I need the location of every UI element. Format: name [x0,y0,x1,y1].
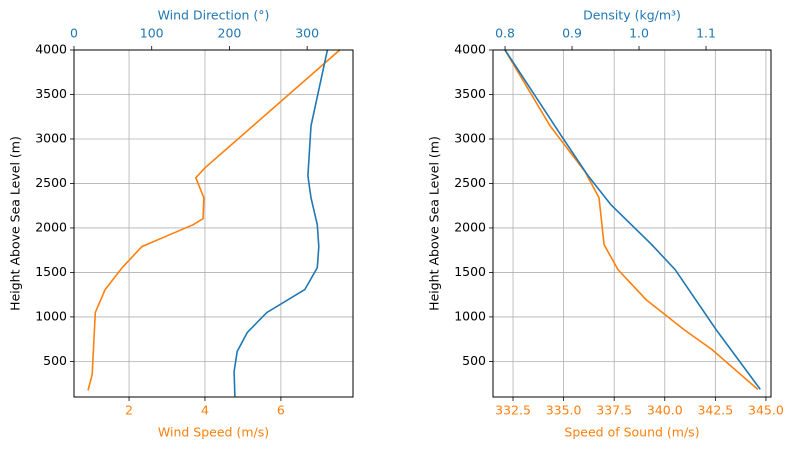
y-tick-label: 4000 [454,42,486,57]
plot-frame [73,49,354,398]
x2-tick-label: 0.8 [495,26,515,41]
y-tick-label: 3000 [35,130,67,145]
x2-axis-label: Wind Direction (°) [158,8,270,23]
x-tick-label: 337.5 [596,403,632,418]
y-tick-label: 1000 [35,308,67,323]
x-tick-label: 6 [277,403,285,418]
x-axis-label: Speed of Sound (m/s) [564,425,699,440]
plot-frame [492,49,772,398]
y-tick-label: 2000 [35,219,67,234]
x-tick-label: 342.5 [697,403,733,418]
x2-tick-label: 100 [140,26,164,41]
y-tick-label: 500 [43,353,67,368]
y-tick-label: 3500 [35,86,67,101]
y-tick-label: 2500 [35,175,67,190]
x2-tick-label: 200 [218,26,242,41]
line-series [504,49,761,390]
y-tick-label: 1500 [35,264,67,279]
x-axis-label: Wind Speed (m/s) [158,425,269,440]
y-tick-label: 3000 [454,130,486,145]
x-tick-label: 340.0 [647,403,683,418]
x2-tick-label: 1.0 [629,26,649,41]
x2-axis-label: Density (kg/m³) [583,8,681,23]
x2-tick-label: 300 [295,26,319,41]
y-tick-label: 3500 [454,86,486,101]
x-tick-label: 4 [201,403,209,418]
x2-tick-label: 0 [70,26,78,41]
y-tick-label: 500 [462,353,486,368]
line-series [504,49,759,391]
x-tick-label: 335.0 [546,403,582,418]
y-tick-label: 1500 [454,264,486,279]
x2-tick-label: 1.1 [696,26,716,41]
y-tick-label: 4000 [35,42,67,57]
x-tick-label: 345.0 [748,403,784,418]
y-tick-label: 1000 [454,308,486,323]
x2-tick-label: 0.9 [562,26,582,41]
x-tick-label: 2 [125,403,133,418]
y-tick-label: 2000 [454,219,486,234]
line-series [87,49,341,391]
line-series [233,49,329,397]
x-tick-label: 332.5 [495,403,531,418]
y-axis-label: Height Above Sea Level (m) [8,136,23,311]
y-tick-label: 2500 [454,175,486,190]
y-axis-label: Height Above Sea Level (m) [427,136,442,311]
